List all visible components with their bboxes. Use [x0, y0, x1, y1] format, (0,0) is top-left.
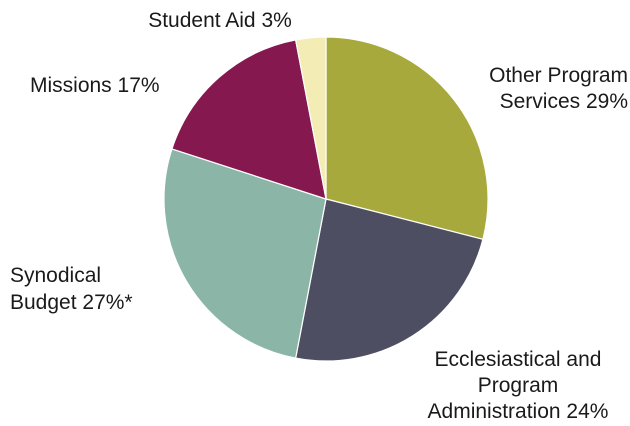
pie-slice-missions — [171, 39, 327, 200]
slice-label-line: Budget 27%* — [10, 291, 133, 314]
slice-label-line: Student Aid 3% — [148, 9, 292, 32]
slice-label-line: Synodical — [10, 264, 101, 287]
pie-slices — [163, 36, 489, 362]
slice-label-line: Other Program — [489, 64, 628, 87]
pie-slice-ecclesiastical-and-program-administration — [294, 198, 484, 362]
slice-label-line: Program — [478, 374, 559, 397]
slice-labels: Other Program Services 29% Ecclesiastical … — [10, 9, 628, 423]
slice-label-other-program-services: Other Program Services 29% — [489, 64, 628, 113]
slice-label-missions: Missions 17% — [30, 74, 160, 97]
slice-label-line: Ecclesiastical and — [435, 348, 602, 371]
slice-label-line: Missions 17% — [30, 74, 160, 97]
pie-slice-synodical-budget — [163, 148, 327, 359]
slice-label-student-aid: Student Aid 3% — [148, 9, 292, 32]
pie-slice-other-program-services — [325, 36, 489, 241]
pie-slice-student-aid — [294, 36, 327, 200]
slice-label-ecclesiastical-and-program-administration: Ecclesiastical and Program Administration … — [428, 348, 609, 423]
slice-label-line: Services 29% — [500, 90, 628, 113]
slice-label-synodical-budget: Synodical Budget 27%* — [10, 264, 133, 314]
slice-label-line: Administration 24% — [428, 400, 609, 423]
